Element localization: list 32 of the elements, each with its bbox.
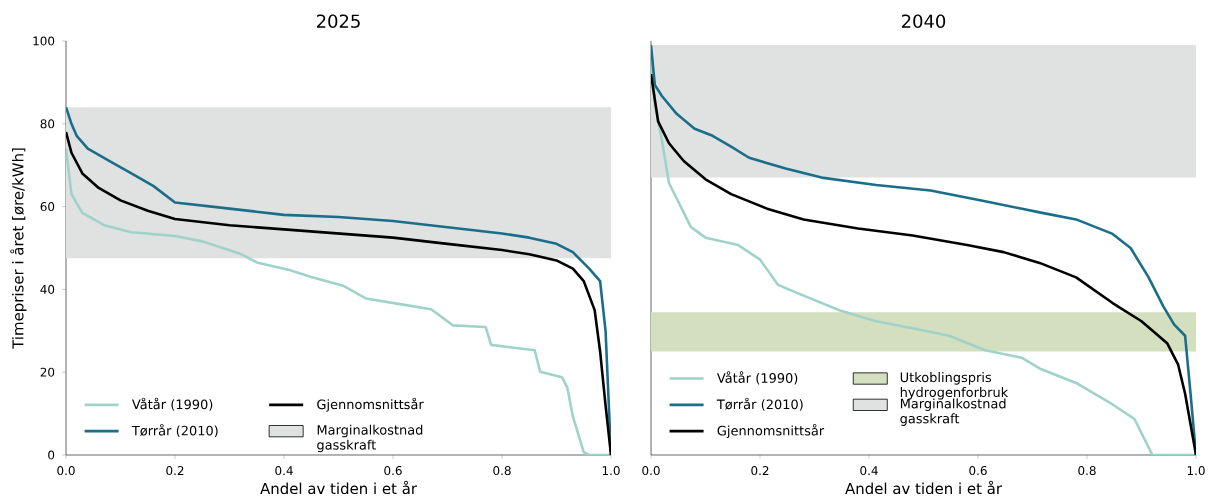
legend-label: Våtår (1990) (716, 371, 798, 385)
legend-label: Marginalkostnad gasskraft (317, 424, 423, 453)
y-tick-label: 40 (40, 284, 55, 295)
chart-title: 2025 (317, 14, 360, 29)
y-tick-label: 20 (40, 367, 55, 377)
x-tick-label: 0.0 (642, 466, 660, 476)
legend-label: Våtår (1990) (131, 397, 213, 411)
legend-label: Tørrår (2010) (131, 424, 218, 438)
x-tick-label: 0.4 (275, 466, 293, 476)
x-axis-title: Andel av tiden i et år (260, 480, 417, 495)
x-tick-label: 0.6 (969, 466, 987, 476)
legend-label: Gjennomsnittsår (317, 397, 424, 412)
y-tick-label: 0 (48, 450, 55, 460)
x-tick-label: 0.8 (1078, 466, 1096, 476)
y-axis-title: Timepriser i året [øre/kWh] (10, 148, 27, 349)
legend-label: Utkoblingspris hydrogenforbruk (900, 372, 1009, 400)
x-tick-label: 0.2 (751, 466, 769, 476)
x-tick-label: 1.0 (1187, 466, 1205, 476)
legend-label: Gjennomsnittsår (717, 424, 825, 439)
x-axis-title: Andel av tiden i et år (845, 480, 1002, 495)
x-tick-label: 1.0 (602, 466, 620, 476)
x-tick-label: 0.0 (57, 466, 75, 476)
legend-label: Tørrår (2010) (716, 397, 803, 411)
x-tick-label: 0.6 (384, 466, 402, 476)
y-tick-label: 60 (40, 202, 55, 212)
x-tick-label: 0.4 (860, 466, 878, 476)
y-tick-label: 80 (40, 119, 55, 129)
x-tick-label: 0.2 (166, 466, 184, 476)
y-tick-label: 100 (33, 36, 55, 46)
legend-label: Marginalkostnad gasskraft (900, 398, 1006, 427)
x-tick-label: 0.8 (493, 466, 511, 476)
chart-title: 2040 (902, 14, 946, 29)
